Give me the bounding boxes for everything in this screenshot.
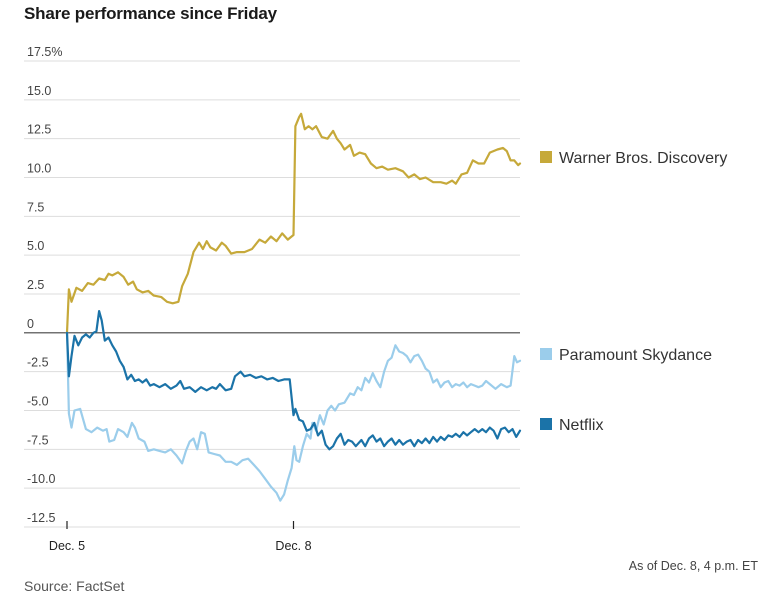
gridlines: [24, 60, 520, 528]
legend-swatch: [540, 348, 552, 360]
y-tick-label: 15.0: [27, 84, 51, 98]
y-tick-label: 2.5: [27, 278, 44, 292]
series-line-warner-bros-discovery: [65, 112, 522, 334]
x-axis: Dec. 5 Dec. 8: [49, 521, 312, 553]
series-line-paramount-skydance: [65, 331, 522, 502]
series-lines: [65, 112, 522, 502]
series-line-netflix: [65, 310, 522, 451]
chart-title: Share performance since Friday: [24, 4, 277, 23]
y-tick-label: 5.0: [27, 239, 44, 253]
x-tick-label: Dec. 5: [49, 539, 85, 553]
source-note: Source: FactSet: [24, 578, 125, 594]
y-tick-label: 10.0: [27, 162, 51, 176]
timestamp-note: As of Dec. 8, 4 p.m. ET: [628, 559, 758, 573]
y-tick-label: -10.0: [27, 472, 56, 486]
legend: Warner Bros. Discovery Paramount Skydance…: [540, 150, 727, 434]
y-tick-label: 7.5: [27, 200, 44, 214]
y-tick-label: -7.5: [27, 433, 49, 447]
y-tick-label: 12.5: [27, 123, 51, 137]
legend-swatch: [540, 151, 552, 163]
y-axis-labels: 17.5% 15.0 12.5 10.0 7.5 5.0 2.5 0 -2.5 -5.0 -7.5 -…: [27, 45, 62, 525]
y-tick-label: -12.5: [27, 511, 56, 525]
legend-swatch: [540, 418, 552, 430]
x-tick-label: Dec. 8: [275, 539, 311, 553]
y-tick-label: 17.5%: [27, 45, 62, 59]
legend-label: Paramount Skydance: [559, 347, 712, 364]
legend-label: Warner Bros. Discovery: [559, 150, 727, 167]
y-tick-label: -2.5: [27, 356, 49, 370]
legend-label: Netflix: [559, 417, 603, 434]
y-tick-label: -5.0: [27, 395, 49, 409]
y-tick-label: 0: [27, 317, 34, 331]
